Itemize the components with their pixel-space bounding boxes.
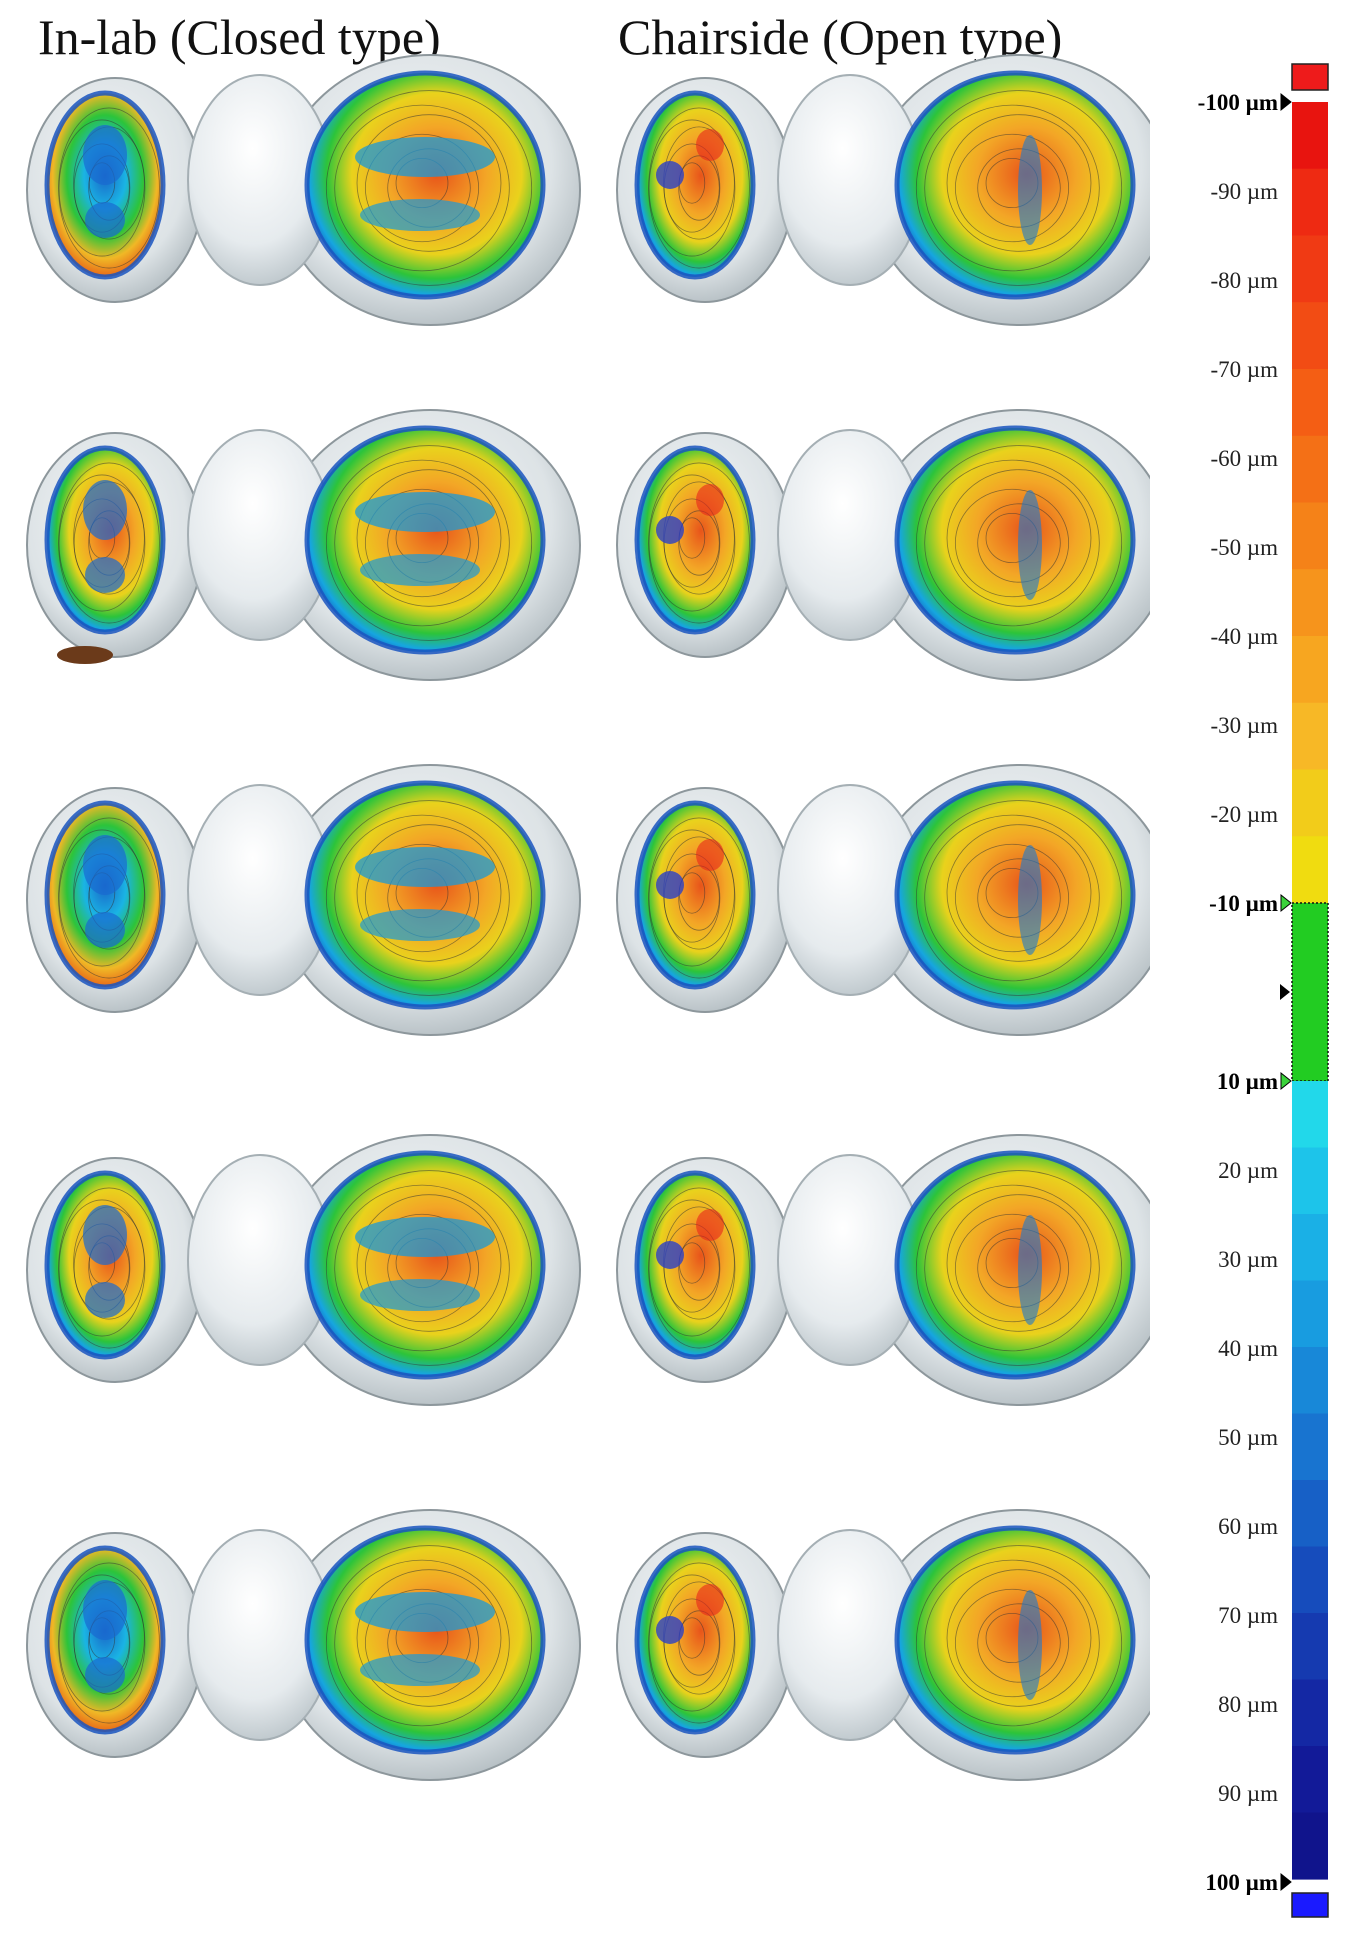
scale-over-swatch (1291, 63, 1329, 91)
scale-tick-label: 80 µm (1218, 1692, 1278, 1717)
scale-tick-label: -30 µm (1210, 713, 1278, 738)
specimen-in-lab-row-1 (26, 54, 581, 326)
scale-band-negative (1292, 168, 1328, 237)
scale-tick-label: -20 µm (1210, 802, 1278, 827)
scale-band-positive (1292, 1546, 1328, 1614)
scale-band-negative (1292, 702, 1328, 771)
scale-band-positive (1292, 1347, 1328, 1415)
scale-band-negative (1292, 769, 1328, 837)
scale-band-negative (1292, 235, 1328, 303)
scale-band-positive (1292, 1413, 1328, 1481)
scale-tick-label: 70 µm (1218, 1603, 1278, 1628)
specimen-in-lab-row-4 (26, 1134, 581, 1406)
scale-band-positive (1292, 1280, 1328, 1348)
specimen-in-lab-row-2 (26, 409, 581, 681)
scale-tick-label: 90 µm (1218, 1781, 1278, 1806)
scale-band-positive (1292, 1812, 1328, 1880)
scale-band-positive (1292, 1746, 1328, 1814)
scale-band-negative (1292, 569, 1328, 637)
scale-band-negative (1292, 502, 1328, 570)
specimen-chairside-row-1 (616, 54, 1150, 326)
scale-tick-label: 40 µm (1218, 1336, 1278, 1361)
scale-under-swatch (1291, 1892, 1329, 1918)
scale-band-positive (1292, 1480, 1328, 1548)
scale-tick-label: -80 µm (1210, 268, 1278, 293)
scale-band-positive (1292, 1147, 1328, 1215)
scale-marker-arrow (1280, 893, 1292, 913)
scale-band-tolerance (1291, 902, 1329, 1082)
scale-tick-label: -60 µm (1210, 446, 1278, 471)
scale-tick-label: -100 µm (1198, 90, 1278, 115)
scale-marker-arrow (1280, 1071, 1292, 1091)
specimen-chairside-row-5 (616, 1509, 1150, 1781)
scale-tick-label: -40 µm (1210, 624, 1278, 649)
scale-band-positive (1292, 1081, 1328, 1149)
color-scale-bar (1291, 63, 1329, 1918)
scale-band-negative (1292, 369, 1328, 437)
column-title-chairside: Chairside (Open type) (618, 9, 1063, 65)
scale-band-positive (1292, 1613, 1328, 1681)
scale-zero-marker (1280, 984, 1290, 1000)
scale-band-positive (1292, 1214, 1328, 1282)
scale-band-negative (1292, 435, 1328, 504)
scale-band-negative (1292, 302, 1328, 370)
die-base (57, 646, 113, 664)
scale-marker-arrow (1280, 1872, 1292, 1892)
specimen-grid (26, 54, 1150, 1781)
scale-tick-label: 20 µm (1218, 1158, 1278, 1183)
scale-marker-arrow (1280, 92, 1292, 112)
scale-tick-label: -10 µm (1209, 891, 1278, 916)
scale-tick-label: 50 µm (1218, 1425, 1278, 1450)
scale-tick-label: 100 µm (1205, 1870, 1278, 1895)
specimen-chairside-row-3 (616, 764, 1150, 1036)
scale-tick-label: -70 µm (1210, 357, 1278, 382)
scale-tick-label: 10 µm (1217, 1069, 1278, 1094)
specimen-chairside-row-2 (616, 409, 1150, 681)
color-scale-labels: -100 µm -90 µm -80 µm -70 µm -60 µm -50 µm -40… (1198, 90, 1292, 1895)
specimen-chairside-row-4 (616, 1134, 1150, 1406)
scale-band-negative (1292, 102, 1328, 170)
scale-band-positive (1292, 1679, 1328, 1747)
column-title-in-lab: In-lab (Closed type) (38, 9, 441, 65)
scale-tick-label: 60 µm (1218, 1514, 1278, 1539)
scale-band-negative (1292, 836, 1328, 904)
scale-tick-label: -90 µm (1210, 179, 1278, 204)
scale-tick-label: 30 µm (1218, 1247, 1278, 1272)
specimen-in-lab-row-3 (26, 764, 581, 1036)
scale-band-negative (1292, 636, 1328, 704)
scale-tick-label: -50 µm (1210, 535, 1278, 560)
specimen-in-lab-row-5 (26, 1509, 581, 1781)
